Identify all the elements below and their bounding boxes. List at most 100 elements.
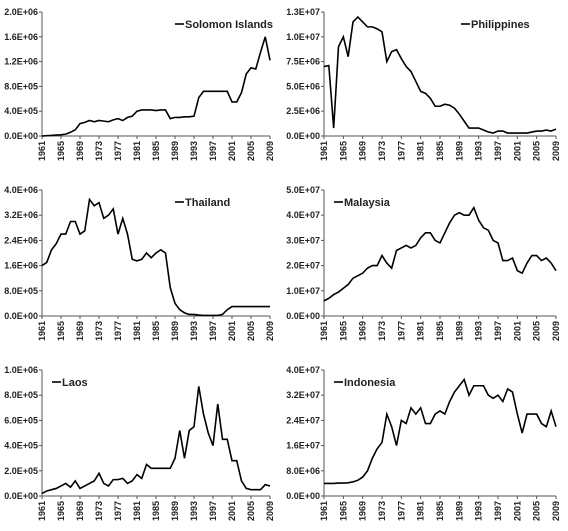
- legend-label: Laos: [62, 377, 88, 389]
- x-tick-label: 1985: [435, 321, 445, 341]
- data-line: [324, 377, 557, 485]
- x-tick-label: 2005: [532, 321, 542, 341]
- x-tick-label: 1989: [170, 141, 180, 161]
- y-tick-label: 1.0E+07: [286, 286, 320, 296]
- x-tick-label: 1981: [132, 321, 142, 341]
- x-tick-label: 2009: [265, 321, 275, 341]
- x-tick-label: 2005: [532, 141, 542, 161]
- y-tick-label: 2.0E+07: [286, 261, 320, 271]
- data-line: [41, 386, 271, 495]
- y-tick-label: 1.3E+07: [286, 7, 320, 17]
- x-tick-label: 1961: [37, 141, 47, 161]
- x-tick-label: 1961: [37, 321, 47, 341]
- legend-label: Philippines: [471, 19, 530, 31]
- x-tick-label: 1997: [208, 501, 218, 521]
- y-tick-label: 2.4E+06: [4, 235, 38, 245]
- y-tick-label: 1.2E+06: [4, 57, 38, 67]
- y-tick-label: 3.0E+07: [286, 235, 320, 245]
- x-tick-label: 1985: [435, 501, 445, 521]
- x-tick-label: 1977: [396, 501, 406, 521]
- x-tick-label: 1997: [208, 141, 218, 161]
- x-tick-label: 1993: [189, 501, 199, 521]
- x-tick-label: 1965: [338, 321, 348, 341]
- x-tick-label: 1977: [396, 321, 406, 341]
- x-tick-label: 1965: [338, 501, 348, 521]
- y-tick-label: 0.0E+00: [4, 311, 38, 321]
- x-tick-label: 2005: [246, 501, 256, 521]
- y-tick-label: 4.0E+05: [4, 106, 38, 116]
- y-tick-label: 8.0E+05: [4, 390, 38, 400]
- x-tick-label: 2005: [532, 501, 542, 521]
- x-tick-label: 1981: [416, 141, 426, 161]
- x-tick-label: 1985: [151, 141, 161, 161]
- y-tick-label: 1.0E+07: [286, 32, 320, 42]
- y-tick-label: 4.0E+07: [286, 210, 320, 220]
- x-tick-label: 1965: [56, 141, 66, 161]
- y-tick-label: 1.6E+07: [286, 441, 320, 451]
- y-tick-label: 1.6E+06: [4, 32, 38, 42]
- x-tick-label: 1977: [396, 141, 406, 161]
- x-tick-label: 1981: [416, 321, 426, 341]
- x-tick-label: 1973: [377, 321, 387, 341]
- y-tick-label: 6.0E+05: [4, 415, 38, 425]
- x-tick-label: 2001: [227, 321, 237, 341]
- y-tick-label: 0.0E+00: [4, 491, 38, 501]
- x-tick-label: 1965: [56, 501, 66, 521]
- y-tick-label: 0.0E+00: [286, 491, 320, 501]
- x-tick-label: 1981: [416, 501, 426, 521]
- x-tick-label: 1969: [358, 501, 368, 521]
- x-tick-label: 1981: [132, 501, 142, 521]
- x-tick-label: 1989: [454, 141, 464, 161]
- x-tick-label: 1997: [493, 321, 503, 341]
- x-tick-label: 1985: [151, 321, 161, 341]
- x-tick-label: 1973: [377, 501, 387, 521]
- x-tick-label: 1985: [151, 501, 161, 521]
- x-tick-label: 1989: [170, 321, 180, 341]
- x-tick-label: 1997: [493, 501, 503, 521]
- x-tick-label: 1973: [94, 141, 104, 161]
- x-tick-label: 2009: [551, 141, 561, 161]
- y-tick-label: 7.5E+06: [286, 57, 320, 67]
- x-tick-label: 2005: [246, 321, 256, 341]
- x-tick-label: 1993: [189, 141, 199, 161]
- legend-label: Solomon Islands: [185, 19, 273, 31]
- y-tick-label: 5.0E+07: [286, 185, 320, 195]
- x-tick-label: 2009: [551, 501, 561, 521]
- x-tick-label: 1981: [132, 141, 142, 161]
- x-tick-label: 1973: [94, 501, 104, 521]
- x-tick-label: 1997: [208, 321, 218, 341]
- y-tick-label: 3.2E+07: [286, 390, 320, 400]
- x-tick-label: 2001: [512, 141, 522, 161]
- x-tick-label: 1969: [358, 141, 368, 161]
- y-tick-label: 0.0E+00: [4, 131, 38, 141]
- y-tick-label: 8.0E+05: [4, 81, 38, 91]
- data-line: [41, 197, 270, 317]
- x-tick-label: 1989: [454, 501, 464, 521]
- x-tick-label: 1989: [170, 501, 180, 521]
- x-tick-label: 1965: [56, 321, 66, 341]
- legend-label: Thailand: [185, 197, 230, 209]
- x-tick-label: 1993: [474, 141, 484, 161]
- y-tick-label: 0.0E+00: [286, 131, 320, 141]
- y-tick-label: 1.0E+06: [4, 365, 38, 375]
- x-tick-label: 1973: [377, 141, 387, 161]
- x-tick-label: 1969: [358, 321, 368, 341]
- x-tick-label: 1965: [338, 141, 348, 161]
- x-tick-label: 2009: [265, 141, 275, 161]
- y-tick-label: 8.0E+06: [286, 466, 320, 476]
- x-tick-label: 1969: [75, 141, 85, 161]
- x-tick-label: 1997: [493, 141, 503, 161]
- x-tick-label: 1989: [454, 321, 464, 341]
- x-tick-label: 2001: [512, 501, 522, 521]
- x-tick-label: 1977: [113, 501, 123, 521]
- y-tick-label: 2.5E+06: [286, 106, 320, 116]
- y-tick-label: 8.0E+05: [4, 286, 38, 296]
- x-tick-label: 1961: [37, 501, 47, 521]
- x-tick-label: 2005: [246, 141, 256, 161]
- x-tick-label: 1977: [113, 141, 123, 161]
- y-tick-label: 5.0E+06: [286, 81, 320, 91]
- x-tick-label: 1969: [75, 321, 85, 341]
- y-tick-label: 4.0E+07: [286, 365, 320, 375]
- x-tick-label: 1961: [319, 321, 329, 341]
